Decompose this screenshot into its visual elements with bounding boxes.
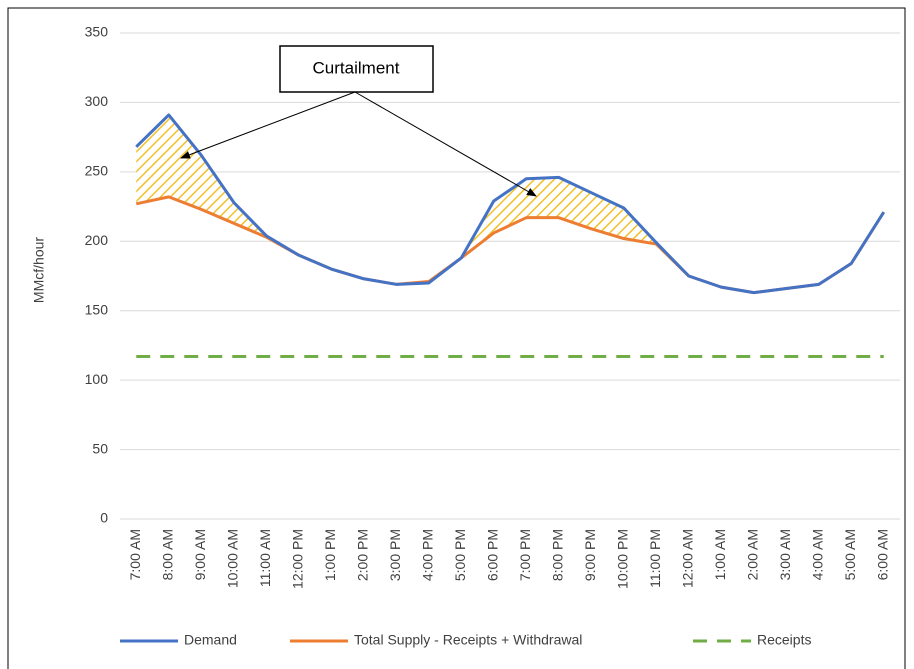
x-tick-label: 6:00 AM (874, 529, 890, 580)
x-tick-label: 10:00 PM (614, 529, 630, 589)
legend-label: Receipts (757, 632, 811, 648)
y-tick-label: 100 (85, 371, 109, 387)
x-tick-label: 5:00 AM (842, 529, 858, 580)
series-line (135, 113, 886, 295)
y-tick-label: 350 (85, 24, 109, 40)
x-tick-label: 6:00 PM (484, 529, 500, 581)
x-tick-label: 12:00 AM (679, 529, 695, 588)
x-tick-label: 8:00 AM (159, 529, 175, 580)
frame (7, 7, 906, 669)
legend-label: Demand (184, 632, 237, 648)
y-axis-label: MMcf/hour (31, 237, 47, 303)
x-tick-label: 9:00 PM (582, 529, 598, 581)
x-tick-label: 12:00 PM (289, 529, 305, 589)
x-tick-label: 9:00 AM (192, 529, 208, 580)
y-tick-label: 200 (85, 232, 109, 248)
x-tick-label: 4:00 PM (419, 529, 435, 581)
plot-area: 0 50 100 150 200 250 300 350 7:00 AM 8:00 AM 9:00 … (85, 24, 900, 589)
annotation-arrow (354, 91, 537, 197)
x-tick-label: 2:00 AM (744, 529, 760, 580)
x-tick-label: 11:00 AM (257, 529, 273, 587)
annotation-text: Curtailment (313, 58, 400, 77)
x-tick-label: 2:00 PM (354, 529, 370, 581)
x-tick-label: 3:00 AM (777, 529, 793, 580)
y-tick-label: 0 (100, 510, 108, 526)
x-tick-label: 4:00 AM (809, 529, 825, 580)
x-tick-label: 1:00 PM (322, 529, 338, 581)
x-tick-label: 7:00 PM (517, 529, 533, 581)
annotation-box (279, 45, 434, 93)
y-tick-label: 150 (85, 301, 109, 317)
y-tick-label: 300 (85, 93, 109, 109)
curtailment-hatch (136, 114, 884, 293)
x-tick-label: 1:00 AM (712, 529, 728, 580)
annotation-arrow (180, 91, 356, 159)
x-tick-label: 8:00 PM (549, 529, 565, 581)
legend-label: Total Supply - Receipts + Withdrawal (354, 632, 582, 648)
x-tick-label: 7:00 AM (127, 529, 143, 580)
y-tick-label: 50 (92, 440, 108, 456)
x-tick-label: 10:00 AM (224, 529, 240, 588)
x-tick-label: 5:00 PM (452, 529, 468, 581)
y-tick-label: 250 (85, 163, 109, 179)
x-tick-label: 3:00 PM (387, 529, 403, 581)
x-tick-label: 11:00 PM (647, 529, 663, 588)
annotation: Curtailment (180, 45, 537, 197)
